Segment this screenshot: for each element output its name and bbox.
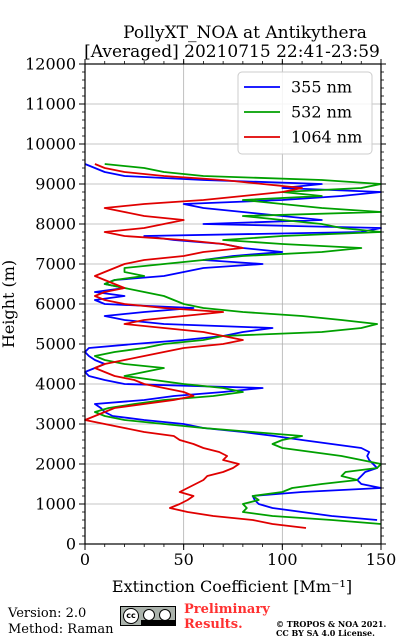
series-line-355-nm	[84, 163, 382, 521]
y-tick-label: 7000	[35, 255, 76, 274]
legend-box	[237, 71, 373, 155]
chart-title: PollyXT_NOA at Antikythera	[123, 23, 367, 43]
cc-icon: cc	[123, 608, 139, 624]
series-line-1064-nm	[84, 163, 307, 529]
x-axis-label: Extinction Coefficient [Mm⁻¹]	[112, 577, 352, 596]
y-axis-label: Height (m)	[0, 260, 18, 348]
preliminary-results-label: Preliminary Results.	[184, 602, 270, 632]
x-tick-label: 150	[366, 550, 397, 569]
series-layer	[84, 163, 382, 529]
badge-strip	[141, 620, 175, 625]
copyright-notice: © TROPOS & NOA 2021. CC BY SA 4.0 Licens…	[276, 620, 400, 638]
version-label: Version: 2.0	[8, 606, 87, 621]
y-tick-label: 2000	[35, 455, 76, 474]
x-tick-label: 50	[173, 550, 193, 569]
y-tick-label: 0	[66, 535, 76, 554]
legend-label: 355 nm	[291, 78, 352, 97]
y-tick-label: 6000	[35, 295, 76, 314]
y-tick-label: 11000	[25, 95, 76, 114]
y-tick-label: 4000	[35, 375, 76, 394]
cc-license-badge: cc	[120, 606, 176, 626]
x-tick-label: 100	[267, 550, 298, 569]
legend-label: 1064 nm	[291, 128, 362, 147]
y-tick-label: 10000	[25, 135, 76, 154]
y-tick-label: 1000	[35, 495, 76, 514]
x-tick-label: 0	[80, 550, 90, 569]
chart-subtitle: [Averaged] 20210715 22:41-23:59	[84, 42, 380, 62]
license-line: CC BY SA 4.0 License.	[276, 628, 375, 638]
y-tick-label: 3000	[35, 415, 76, 434]
extinction-profile-chart: PollyXT_NOA at Antikythera [Averaged] 20…	[0, 23, 396, 596]
axis-ticks: 0 50 100 150 0 1000 2000 3000 4000 5000 6000 7000 80…	[25, 55, 396, 570]
legend-label: 532 nm	[291, 103, 352, 122]
copyright-line: © TROPOS & NOA 2021.	[276, 619, 387, 629]
y-tick-label: 5000	[35, 335, 76, 354]
method-label: Method: Raman	[8, 622, 114, 637]
y-tick-label: 8000	[35, 215, 76, 234]
y-tick-label: 12000	[25, 55, 76, 74]
y-tick-label: 9000	[35, 175, 76, 194]
legend: 355 nm 532 nm 1064 nm	[237, 71, 373, 155]
